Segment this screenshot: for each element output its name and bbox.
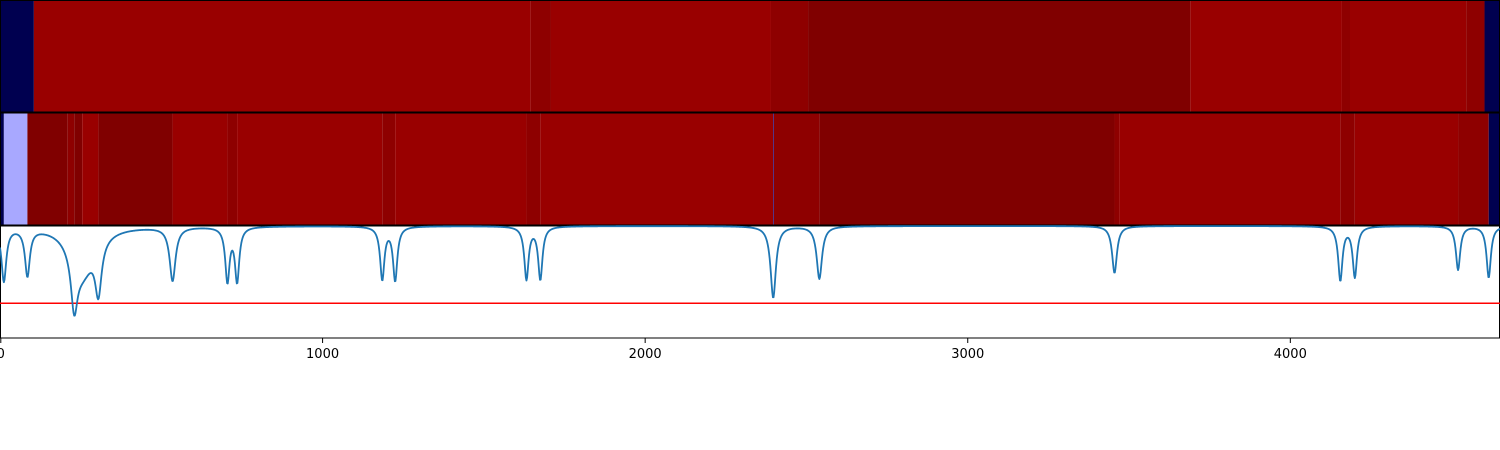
heatmap-middle-cell-16: [819, 113, 1115, 225]
heatmap-middle-cell-18: [1119, 113, 1341, 225]
x-tick-label: 2000: [629, 347, 662, 362]
x-axis: 0 1000 2000 3000 4000: [0, 338, 1307, 362]
heatmap-top-cell-4: [770, 1, 809, 112]
heatmap-middle-cell-15: [773, 113, 820, 225]
heatmap-top-cell-5: [808, 1, 1191, 112]
heatmap-middle-cell-0: [0, 113, 4, 225]
heatmap-middle-cell-21: [1458, 113, 1489, 225]
heatmap-top-cell-2: [530, 1, 551, 112]
heatmap-middle-cell-13: [540, 113, 774, 225]
heatmap-middle-cell-3: [67, 113, 75, 225]
x-tick-label: 1000: [306, 347, 339, 362]
x-tick-label: 3000: [951, 347, 984, 362]
x-tick-label: 0: [0, 347, 5, 362]
heatmap-top-cell-3: [550, 1, 771, 112]
heatmap-middle-cell-17: [1114, 113, 1120, 225]
heatmap-top: [0, 1, 1500, 112]
heatmap-top-cell-10: [1484, 1, 1500, 112]
heatmap-middle-cell-20: [1354, 113, 1459, 225]
heatmap-middle-cell-22: [1488, 113, 1500, 225]
line-plot-panel: [0, 225, 1500, 339]
heatmap-middle-cell-5: [82, 113, 99, 225]
heatmap-middle-cell-1: [3, 113, 28, 225]
signal-line: [0, 225, 1500, 317]
heatmap-middle-cell-9: [237, 113, 383, 225]
heatmap-middle-cell-2: [27, 113, 68, 225]
heatmap-top-cell-8: [1350, 1, 1467, 112]
heatmap-middle-cell-12: [526, 113, 541, 225]
heatmap-middle-cell-6: [98, 113, 173, 225]
heatmap-middle-cell-11: [395, 113, 527, 225]
heatmap-top-cell-9: [1466, 1, 1485, 112]
heatmap-middle-cell-7: [172, 113, 228, 225]
heatmap-middle-cell-14: [773, 113, 775, 225]
heatmap-middle-cell-8: [227, 113, 238, 225]
heatmap-top-cell-6: [1190, 1, 1342, 112]
heatmap-top-cell-0: [0, 1, 34, 112]
heatmap-top-cell-1: [33, 1, 531, 112]
x-tick-label: 4000: [1274, 347, 1307, 362]
heatmap-middle-cell-10: [382, 113, 396, 225]
heatmap-middle: [0, 113, 1500, 225]
heatmap-middle-cell-19: [1340, 113, 1355, 225]
heatmap-middle-cell-4: [74, 113, 83, 225]
line-plot-frame: [0, 225, 1500, 339]
heatmap-top-cell-7: [1341, 1, 1350, 112]
